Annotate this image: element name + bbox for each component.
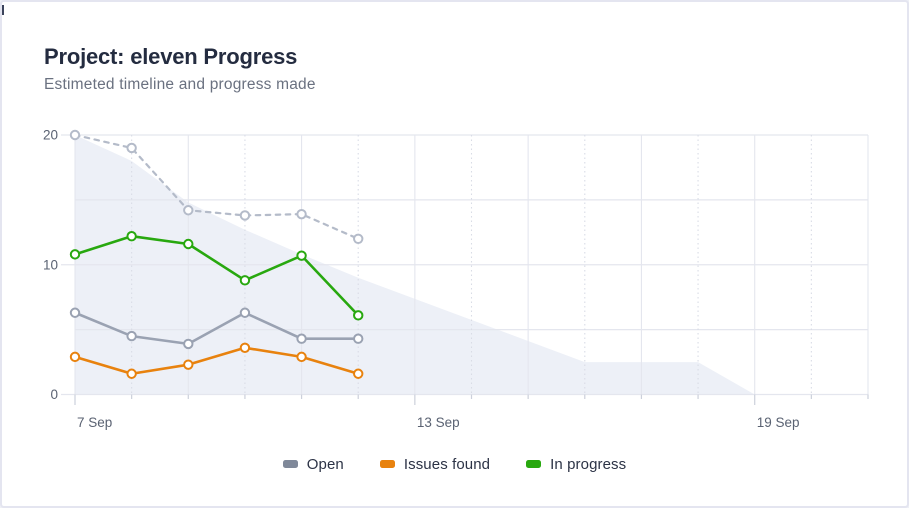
screen-edge-artifact bbox=[2, 5, 4, 15]
x-axis-labels: 7 Sep 13 Sep 19 Sep bbox=[77, 415, 800, 430]
svg-text:13 Sep: 13 Sep bbox=[417, 415, 460, 430]
issues-found-series-swatch bbox=[379, 460, 395, 468]
svg-text:7 Sep: 7 Sep bbox=[77, 415, 112, 430]
series-line-estimated-timeline bbox=[73, 133, 360, 240]
series-line-issues-found bbox=[73, 346, 360, 376]
legend-label: Issues found bbox=[403, 455, 491, 473]
in-progress-series-swatch bbox=[526, 460, 542, 468]
y-axis-labels: 0 10 20 bbox=[43, 128, 58, 403]
series-markers-open bbox=[69, 307, 364, 350]
series-line-in-progress bbox=[73, 234, 360, 317]
legend-label: In progress bbox=[550, 455, 627, 473]
legend-item-open[interactable]: Open bbox=[282, 455, 344, 473]
series-markers-estimated-timeline bbox=[69, 129, 364, 245]
svg-text:10: 10 bbox=[43, 257, 58, 272]
open-series-swatch bbox=[282, 460, 298, 468]
svg-text:20: 20 bbox=[43, 128, 58, 143]
legend-item-in-progress[interactable]: In progress bbox=[526, 456, 626, 473]
horizontal-gridlines bbox=[61, 134, 868, 396]
svg-text:19 Sep: 19 Sep bbox=[757, 415, 800, 430]
x-axis-ticks bbox=[74, 394, 869, 405]
legend-label: Open bbox=[306, 455, 344, 473]
series-markers-issues-found bbox=[69, 342, 364, 379]
series-line-open bbox=[73, 311, 360, 346]
page-title: Project: eleven Progress bbox=[44, 44, 298, 69]
legend-item-issues-found[interactable]: Issues found bbox=[379, 455, 491, 473]
series-markers-in-progress bbox=[69, 231, 364, 321]
chart-legend: Open Issues found In progress bbox=[2, 451, 907, 477]
page-subtitle: Estimeted timeline and progress made bbox=[44, 76, 316, 93]
svg-text:0: 0 bbox=[50, 387, 58, 402]
